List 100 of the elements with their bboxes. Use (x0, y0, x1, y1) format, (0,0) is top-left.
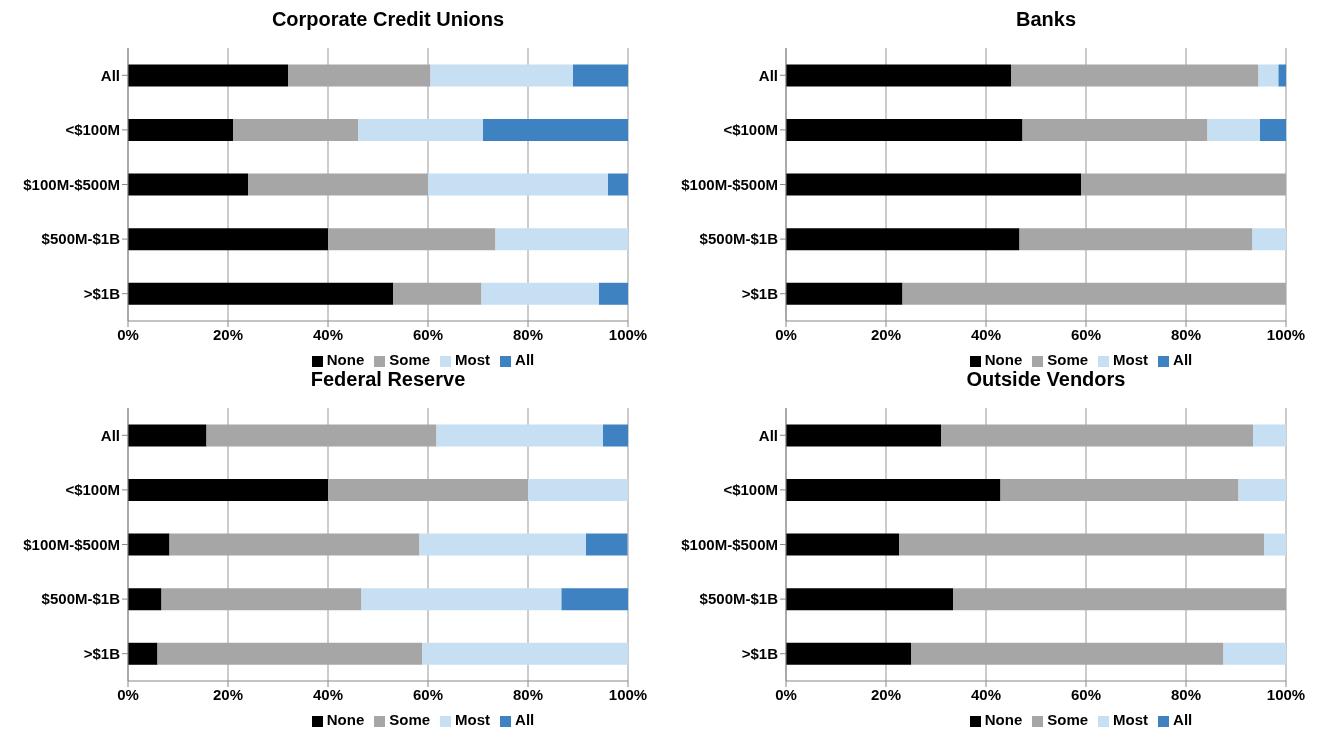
bar (358, 118, 483, 141)
bar (599, 282, 628, 305)
legend-label: Some (1047, 711, 1089, 728)
y-tick-label: >$1B (83, 285, 121, 303)
bar (248, 173, 428, 196)
bar (288, 64, 431, 87)
bar (1278, 64, 1286, 87)
bar (422, 642, 628, 665)
chart-title: Corporate Credit Unions (270, 8, 506, 32)
bar (786, 118, 1023, 141)
y-tick-label: >$1B (741, 285, 779, 303)
bar (436, 424, 603, 447)
bar (608, 173, 628, 196)
bar (561, 588, 628, 611)
bar (428, 173, 608, 196)
bar (786, 64, 1011, 87)
bar (586, 533, 628, 556)
chart-title: Outside Vendors (965, 368, 1127, 392)
bar (786, 173, 1081, 196)
y-tick-label: $100M-$500M (23, 175, 120, 193)
bar (1238, 478, 1286, 501)
y-tick-label: $100M-$500M (681, 175, 778, 193)
bar (528, 478, 628, 501)
x-tick-label: 60% (412, 685, 444, 703)
y-tick-label: <$100M (723, 481, 778, 499)
bar (128, 64, 288, 87)
bar (1252, 228, 1286, 251)
bar (157, 642, 422, 665)
bar (161, 588, 362, 611)
x-tick-label: 80% (1170, 325, 1202, 343)
x-tick-label: 0% (775, 325, 797, 343)
x-tick-label: 20% (870, 325, 902, 343)
x-tick-label: 100% (1266, 685, 1306, 703)
bar (128, 533, 170, 556)
bar (786, 478, 1001, 501)
legend-label: All (1173, 711, 1193, 728)
x-tick-label: 100% (608, 685, 648, 703)
bar (902, 282, 1286, 305)
legend-label: All (515, 351, 535, 368)
legend-label: Some (389, 351, 431, 368)
legend-label: None (326, 351, 365, 368)
legend-label: None (326, 711, 365, 728)
legend-label: Most (455, 711, 491, 728)
x-tick-label: 40% (312, 685, 344, 703)
bar (169, 533, 420, 556)
bar (786, 424, 941, 447)
x-tick-label: 100% (1266, 325, 1306, 343)
y-tick-label: <$100M (65, 481, 120, 499)
x-tick-label: 40% (970, 325, 1002, 343)
x-tick-label: 80% (512, 685, 544, 703)
bar (786, 228, 1020, 251)
y-tick-label: >$1B (741, 645, 779, 663)
bar (128, 173, 248, 196)
bar (128, 118, 233, 141)
bar (899, 533, 1264, 556)
bar (1253, 424, 1286, 447)
bar (786, 642, 911, 665)
x-tick-label: 60% (1070, 685, 1102, 703)
bar (361, 588, 562, 611)
bar (786, 588, 953, 611)
bar (128, 228, 328, 251)
x-tick-label: 40% (970, 685, 1002, 703)
bar (128, 588, 162, 611)
x-tick-label: 20% (870, 685, 902, 703)
y-tick-label: $500M-$1B (41, 230, 121, 248)
x-tick-label: 100% (608, 325, 648, 343)
y-tick-label: $500M-$1B (699, 590, 779, 608)
bar (1019, 228, 1253, 251)
bar (911, 642, 1224, 665)
y-tick-label: <$100M (65, 121, 120, 139)
x-tick-label: 0% (117, 325, 139, 343)
bar (941, 424, 1253, 447)
bar (603, 424, 628, 447)
bar (328, 228, 496, 251)
bar (128, 642, 158, 665)
bar (128, 424, 207, 447)
bar (233, 118, 358, 141)
bar (128, 478, 328, 501)
y-tick-label: $100M-$500M (23, 535, 120, 553)
x-tick-label: 80% (1170, 685, 1202, 703)
y-tick-label: <$100M (723, 121, 778, 139)
bar (573, 64, 628, 87)
bar (1258, 64, 1279, 87)
legend-label: All (515, 711, 535, 728)
bar (953, 588, 1286, 611)
x-tick-label: 80% (512, 325, 544, 343)
x-tick-label: 20% (212, 685, 244, 703)
x-tick-label: 0% (775, 685, 797, 703)
y-tick-label: >$1B (83, 645, 121, 663)
y-tick-label: All (758, 66, 778, 84)
x-tick-label: 60% (1070, 325, 1102, 343)
legend-label: Some (389, 711, 431, 728)
bar (1207, 118, 1260, 141)
bar (1260, 118, 1286, 141)
bar (206, 424, 437, 447)
bar (1223, 642, 1286, 665)
bar (1264, 533, 1286, 556)
bar (495, 228, 628, 251)
y-tick-label: $500M-$1B (41, 590, 121, 608)
y-tick-label: All (100, 426, 120, 444)
